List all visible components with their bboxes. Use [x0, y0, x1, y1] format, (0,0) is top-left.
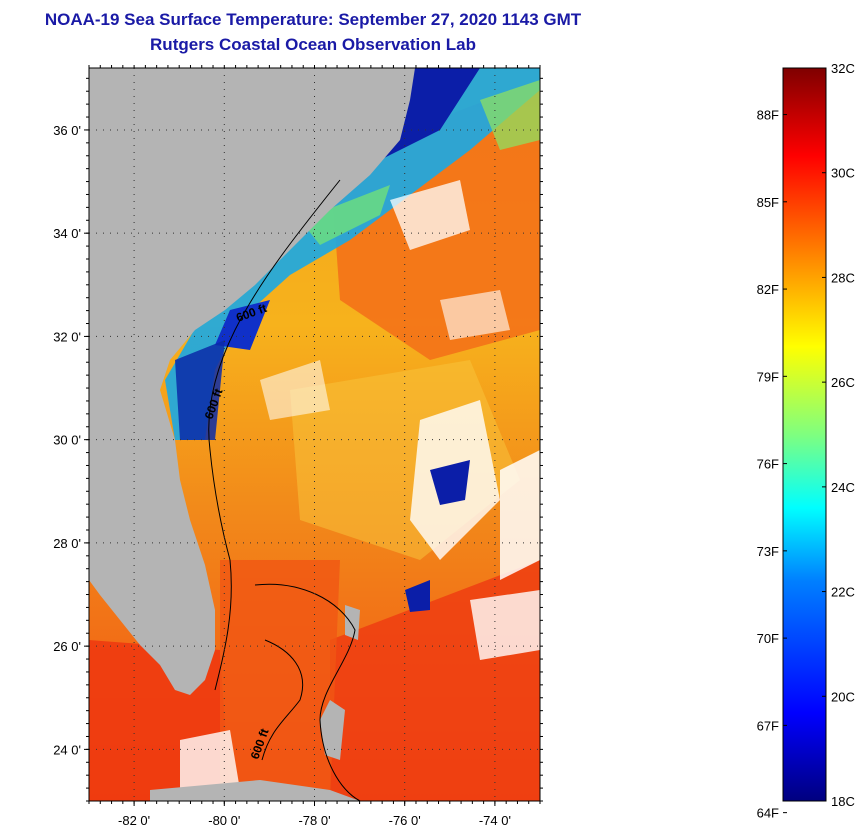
lat-axis: 24 0' 26 0' 28 0' 30 0' 32 0' 34 0' 36 0': [53, 77, 543, 802]
colorbar-label-f: 67F: [757, 718, 779, 733]
land-bahamas: [320, 700, 345, 760]
lon-tick-label: -78 0': [298, 813, 330, 828]
lat-tick-label: 36 0': [53, 123, 81, 138]
colorbar-label-c: 24C: [831, 480, 855, 495]
colorbar-label-f: 70F: [757, 631, 779, 646]
colorbar-label-c: 32C: [831, 61, 855, 76]
land-us: [89, 68, 415, 695]
colorbar-label-c: 22C: [831, 585, 855, 600]
colorbar-labels: 32C 30C 28C 26C 24C 22C 20C 18C 88F 85F 82F 79F 76F 7…: [757, 61, 855, 821]
lat-tick-label: 26 0': [53, 639, 81, 654]
lon-tick-label: -80 0': [208, 813, 240, 828]
colorbar-label-f: 79F: [757, 369, 779, 384]
lon-axis: -82 0' -80 0' -78 0' -76 0' -74 0': [88, 65, 541, 828]
colorbar: [782, 67, 827, 802]
colorbar-label-c: 30C: [831, 166, 855, 181]
lon-tick-label: -76 0': [389, 813, 421, 828]
colorbar-label-f: 85F: [757, 195, 779, 210]
colorbar-label-f: 88F: [757, 108, 779, 123]
colorbar-label-c: 28C: [831, 270, 855, 285]
lon-tick-label: -82 0': [118, 813, 150, 828]
land-cuba: [150, 780, 360, 801]
lat-tick-label: 34 0': [53, 226, 81, 241]
lat-tick-label: 28 0': [53, 536, 81, 551]
contour-600ft: [208, 179, 341, 691]
page-title: NOAA-19 Sea Surface Temperature: Septemb…: [44, 10, 582, 29]
sst-image: [89, 68, 540, 801]
colorbar-label-f: 76F: [757, 457, 779, 472]
colorbar-label-f: 64F: [757, 806, 779, 821]
colorbar-label-c: 20C: [831, 689, 855, 704]
colorbar-label-f: 82F: [757, 282, 779, 297]
lat-tick-label: 24 0': [53, 742, 81, 757]
colorbar-label-f: 73F: [757, 544, 779, 559]
page-subtitle: Rutgers Coastal Ocean Observation Lab: [150, 35, 476, 54]
lon-tick-label: -74 0': [479, 813, 511, 828]
lat-tick-label: 32 0': [53, 329, 81, 344]
colorbar-label-c: 18C: [831, 794, 855, 809]
lat-tick-label: 30 0': [53, 433, 81, 448]
colorbar-label-c: 26C: [831, 375, 855, 390]
